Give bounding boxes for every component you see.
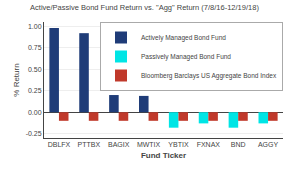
svg-text:0.50: 0.50 bbox=[28, 66, 42, 73]
svg-text:DBLFX: DBLFX bbox=[48, 141, 71, 148]
svg-text:Bloomberg Barclays US Aggregat: Bloomberg Barclays US Aggregate Bond Ind… bbox=[141, 72, 277, 80]
svg-text:PTTBX: PTTBX bbox=[78, 141, 101, 148]
svg-text:Actively Managed Bond Fund: Actively Managed Bond Fund bbox=[141, 34, 226, 42]
svg-text:YBTIX: YBTIX bbox=[168, 141, 189, 148]
svg-text:FXNAX: FXNAX bbox=[197, 141, 221, 148]
svg-text:AGGY: AGGY bbox=[258, 141, 279, 148]
svg-text:MWTIX: MWTIX bbox=[137, 141, 161, 148]
svg-text:0.25: 0.25 bbox=[28, 87, 42, 94]
svg-text:Fund Ticker: Fund Ticker bbox=[141, 151, 186, 160]
svg-text:-0.25: -0.25 bbox=[26, 130, 42, 137]
svg-text:% Return: % Return bbox=[12, 63, 21, 96]
svg-text:Active/Passive Bond Fund Retur: Active/Passive Bond Fund Return vs. "Agg… bbox=[30, 3, 259, 12]
svg-text:1.00: 1.00 bbox=[28, 23, 42, 30]
svg-text:0.00: 0.00 bbox=[28, 109, 42, 116]
svg-text:0.75: 0.75 bbox=[28, 44, 42, 51]
svg-text:BAGIX: BAGIX bbox=[108, 141, 130, 148]
svg-text:Passively Managed Bond Fund: Passively Managed Bond Fund bbox=[141, 53, 231, 61]
svg-text:BND: BND bbox=[231, 141, 246, 148]
